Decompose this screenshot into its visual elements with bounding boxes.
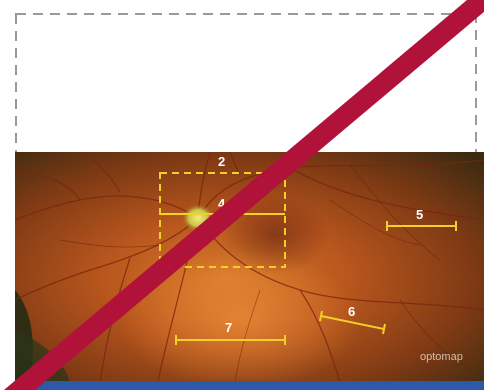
marker-overlays <box>159 172 457 345</box>
marker-label-6: 6 <box>348 304 355 319</box>
marker-label-4: 4 <box>218 196 226 211</box>
diagonal-strike <box>3 0 484 390</box>
marker-label-7: 7 <box>225 320 232 335</box>
marker-box-2 <box>159 172 286 268</box>
marker-label-5: 5 <box>416 207 423 222</box>
optomap-watermark: optomap <box>420 351 463 363</box>
marker-label-2: 2 <box>218 154 225 169</box>
dashed-frame <box>15 13 477 155</box>
marker-line-6 <box>320 315 385 330</box>
bottom-bar <box>15 381 484 390</box>
